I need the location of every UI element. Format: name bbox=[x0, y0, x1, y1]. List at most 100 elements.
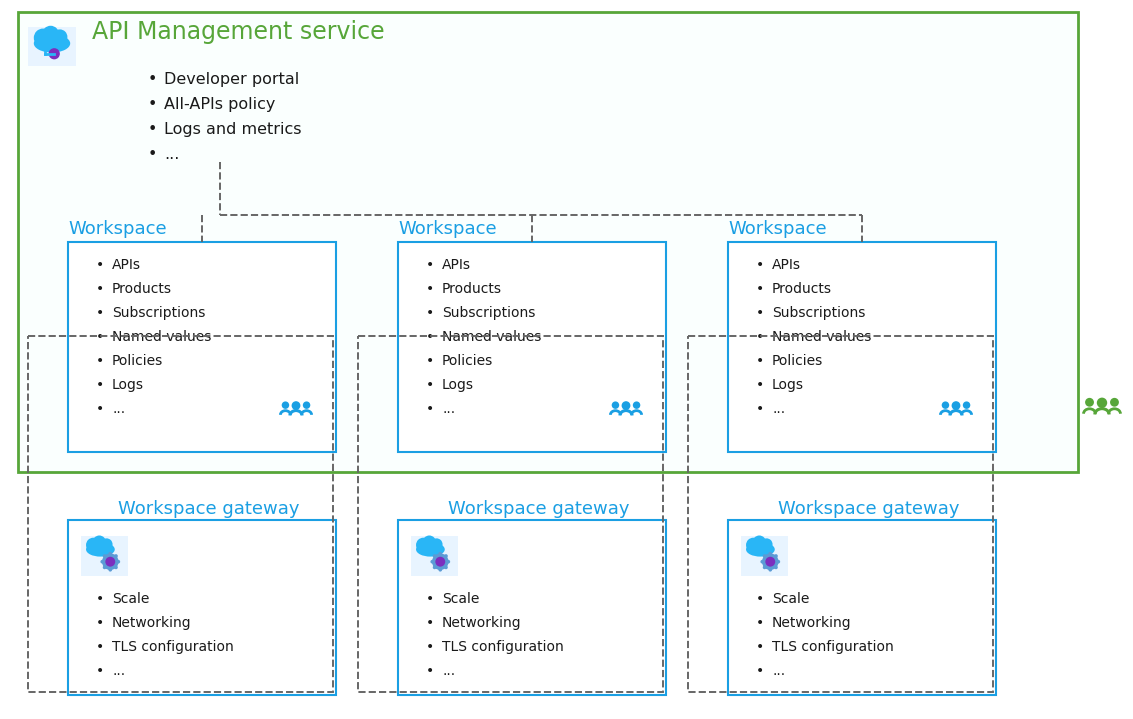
Text: •: • bbox=[756, 592, 765, 606]
Text: APIs: APIs bbox=[112, 258, 140, 272]
Text: •: • bbox=[756, 640, 765, 654]
Text: Networking: Networking bbox=[112, 616, 191, 630]
Text: APIs: APIs bbox=[442, 258, 471, 272]
Text: ...: ... bbox=[164, 147, 179, 162]
Text: •: • bbox=[96, 616, 104, 630]
Bar bbox=[68, 242, 337, 452]
Circle shape bbox=[963, 401, 970, 409]
Bar bbox=[68, 520, 337, 695]
Circle shape bbox=[942, 401, 949, 409]
Circle shape bbox=[52, 29, 67, 45]
Circle shape bbox=[109, 568, 112, 572]
Text: TLS configuration: TLS configuration bbox=[772, 640, 894, 654]
Text: Products: Products bbox=[442, 282, 502, 296]
Circle shape bbox=[101, 539, 112, 550]
Text: Products: Products bbox=[112, 282, 172, 296]
Text: Workspace gateway: Workspace gateway bbox=[778, 500, 960, 518]
Text: ...: ... bbox=[112, 402, 125, 416]
Circle shape bbox=[432, 554, 449, 570]
Text: •: • bbox=[148, 97, 157, 112]
Text: •: • bbox=[756, 258, 765, 272]
Text: Subscriptions: Subscriptions bbox=[112, 306, 205, 320]
Bar bbox=[80, 536, 128, 576]
Text: •: • bbox=[756, 306, 765, 320]
Text: TLS configuration: TLS configuration bbox=[442, 640, 564, 654]
Text: •: • bbox=[426, 640, 434, 654]
Text: Scale: Scale bbox=[112, 592, 150, 606]
Circle shape bbox=[117, 560, 120, 564]
Circle shape bbox=[763, 554, 766, 558]
Circle shape bbox=[303, 401, 310, 409]
Text: Policies: Policies bbox=[772, 354, 824, 368]
Ellipse shape bbox=[416, 542, 445, 557]
Circle shape bbox=[105, 557, 116, 567]
Circle shape bbox=[42, 26, 59, 42]
Text: Workspace: Workspace bbox=[398, 220, 496, 238]
Circle shape bbox=[291, 401, 300, 410]
Circle shape bbox=[433, 554, 436, 558]
Circle shape bbox=[1110, 398, 1119, 407]
Text: •: • bbox=[96, 378, 104, 392]
Circle shape bbox=[746, 538, 760, 552]
Circle shape bbox=[438, 568, 442, 572]
Text: ...: ... bbox=[772, 664, 785, 678]
Text: Logs and metrics: Logs and metrics bbox=[164, 122, 301, 137]
Text: Developer portal: Developer portal bbox=[164, 72, 299, 87]
Bar bbox=[411, 536, 458, 576]
Bar bbox=[28, 336, 333, 692]
Text: •: • bbox=[426, 354, 434, 368]
Circle shape bbox=[444, 554, 448, 558]
Text: •: • bbox=[96, 354, 104, 368]
Text: •: • bbox=[148, 147, 157, 162]
Bar bbox=[398, 520, 666, 695]
Text: •: • bbox=[426, 378, 434, 392]
Circle shape bbox=[423, 536, 436, 549]
Text: Logs: Logs bbox=[772, 378, 804, 392]
Circle shape bbox=[435, 557, 445, 567]
Text: •: • bbox=[756, 402, 765, 416]
Text: •: • bbox=[426, 616, 434, 630]
Circle shape bbox=[774, 566, 777, 569]
Circle shape bbox=[93, 536, 105, 549]
Text: •: • bbox=[426, 258, 434, 272]
Circle shape bbox=[86, 538, 101, 552]
Text: Networking: Networking bbox=[442, 616, 521, 630]
Bar bbox=[729, 520, 996, 695]
Circle shape bbox=[103, 554, 107, 558]
Text: •: • bbox=[426, 282, 434, 296]
Text: Scale: Scale bbox=[772, 592, 809, 606]
Circle shape bbox=[763, 554, 778, 570]
Circle shape bbox=[633, 401, 640, 409]
Bar bbox=[28, 27, 76, 66]
Text: ...: ... bbox=[442, 664, 455, 678]
Text: •: • bbox=[426, 664, 434, 678]
Circle shape bbox=[774, 554, 777, 558]
Circle shape bbox=[103, 566, 107, 569]
Text: •: • bbox=[96, 330, 104, 344]
Bar bbox=[729, 242, 996, 452]
Text: •: • bbox=[96, 640, 104, 654]
Circle shape bbox=[49, 48, 60, 60]
Text: Workspace gateway: Workspace gateway bbox=[118, 500, 299, 518]
Circle shape bbox=[446, 560, 450, 564]
Text: •: • bbox=[96, 402, 104, 416]
Text: ...: ... bbox=[772, 402, 785, 416]
Circle shape bbox=[768, 551, 772, 556]
Text: Logs: Logs bbox=[112, 378, 144, 392]
Text: •: • bbox=[756, 282, 765, 296]
Text: •: • bbox=[756, 354, 765, 368]
Circle shape bbox=[622, 401, 630, 410]
Text: •: • bbox=[756, 664, 765, 678]
Text: •: • bbox=[426, 330, 434, 344]
Text: •: • bbox=[96, 282, 104, 296]
Ellipse shape bbox=[86, 542, 114, 557]
Circle shape bbox=[763, 566, 766, 569]
Text: Networking: Networking bbox=[772, 616, 852, 630]
Circle shape bbox=[760, 560, 764, 564]
Text: •: • bbox=[96, 664, 104, 678]
Bar bbox=[358, 336, 663, 692]
Text: Subscriptions: Subscriptions bbox=[772, 306, 866, 320]
Circle shape bbox=[114, 554, 118, 558]
Bar bbox=[688, 336, 993, 692]
Ellipse shape bbox=[34, 35, 70, 52]
